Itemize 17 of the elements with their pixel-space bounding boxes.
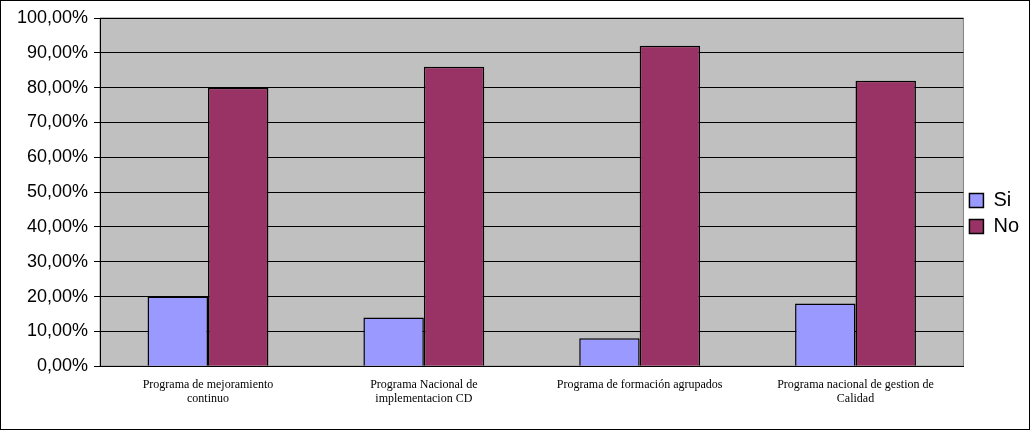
y-tick-label: 10,00% xyxy=(27,320,89,341)
x-tick-label: Programa de formación agrupados xyxy=(556,376,723,391)
y-tick-label: 80,00% xyxy=(27,76,89,97)
y-tick-label: 0,00% xyxy=(37,355,89,376)
y-tick-label: 90,00% xyxy=(27,41,89,62)
x-tick-label: Programa de mejoramiento continuo xyxy=(142,376,274,405)
y-tick-label: 60,00% xyxy=(27,146,89,167)
x-tick-label: Programa Nacional de implementacion CD xyxy=(370,376,478,405)
x-tick-label: Programa nacional de gestion de Calidad xyxy=(777,376,934,405)
y-tick-label: 40,00% xyxy=(27,215,89,236)
y-tick-label: 20,00% xyxy=(27,285,89,306)
y-tick-label: 50,00% xyxy=(27,181,89,202)
y-tick-label: 30,00% xyxy=(27,250,89,271)
legend-label: No xyxy=(993,214,1020,237)
legend-label: Si xyxy=(993,188,1012,211)
y-tick-label: 100,00% xyxy=(17,6,89,27)
y-tick-label: 70,00% xyxy=(27,111,89,132)
